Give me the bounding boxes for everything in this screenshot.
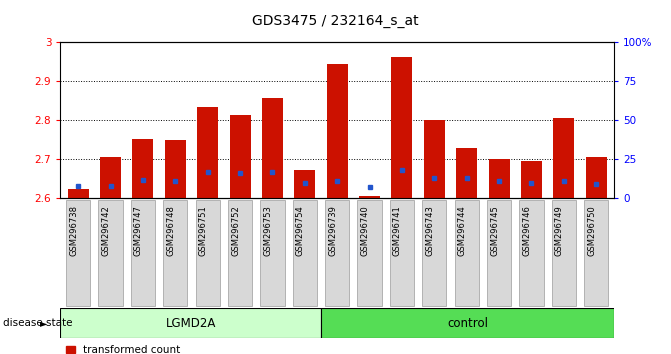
- Bar: [358, 200, 382, 306]
- Bar: [99, 200, 123, 306]
- Bar: [229, 115, 250, 198]
- Bar: [68, 189, 89, 198]
- Bar: [262, 98, 283, 198]
- Bar: [293, 200, 317, 306]
- Bar: [359, 195, 380, 198]
- Bar: [325, 200, 350, 306]
- Text: GSM296747: GSM296747: [134, 205, 143, 256]
- Bar: [165, 140, 186, 198]
- Text: GSM296749: GSM296749: [555, 205, 564, 256]
- Bar: [519, 200, 544, 306]
- Bar: [295, 170, 315, 198]
- Bar: [327, 64, 348, 198]
- Bar: [586, 157, 607, 198]
- Text: GSM296741: GSM296741: [393, 205, 402, 256]
- Text: GSM296753: GSM296753: [264, 205, 272, 256]
- Text: GSM296738: GSM296738: [69, 205, 79, 256]
- Bar: [488, 159, 509, 198]
- Text: GSM296754: GSM296754: [296, 205, 305, 256]
- Bar: [197, 107, 218, 198]
- Bar: [424, 120, 445, 198]
- Text: GSM296745: GSM296745: [490, 205, 499, 256]
- Text: GSM296751: GSM296751: [199, 205, 208, 256]
- Bar: [456, 148, 477, 198]
- Text: GSM296743: GSM296743: [425, 205, 434, 256]
- Bar: [100, 156, 121, 198]
- Bar: [228, 200, 252, 306]
- Text: LGMD2A: LGMD2A: [166, 316, 216, 330]
- Text: GSM296740: GSM296740: [360, 205, 370, 256]
- Legend: transformed count, percentile rank within the sample: transformed count, percentile rank withi…: [66, 345, 259, 354]
- Text: GSM296744: GSM296744: [458, 205, 466, 256]
- Bar: [552, 200, 576, 306]
- Bar: [391, 57, 413, 198]
- Text: control: control: [447, 316, 488, 330]
- Bar: [422, 200, 446, 306]
- Bar: [260, 200, 285, 306]
- Bar: [60, 308, 321, 338]
- Text: GSM296752: GSM296752: [231, 205, 240, 256]
- Text: GSM296742: GSM296742: [101, 205, 111, 256]
- Bar: [454, 200, 479, 306]
- Bar: [487, 200, 511, 306]
- Bar: [66, 200, 91, 306]
- Bar: [390, 200, 414, 306]
- Text: GSM296748: GSM296748: [166, 205, 175, 256]
- Bar: [163, 200, 187, 306]
- Bar: [584, 200, 609, 306]
- Text: GDS3475 / 232164_s_at: GDS3475 / 232164_s_at: [252, 14, 419, 28]
- Text: GSM296739: GSM296739: [328, 205, 338, 256]
- Text: disease state: disease state: [3, 318, 73, 328]
- Text: ►: ►: [40, 318, 48, 328]
- Text: GSM296746: GSM296746: [523, 205, 531, 256]
- Bar: [521, 161, 542, 198]
- Bar: [131, 200, 155, 306]
- Bar: [321, 308, 614, 338]
- Bar: [554, 118, 574, 198]
- Bar: [132, 139, 154, 198]
- Bar: [195, 200, 220, 306]
- Text: GSM296750: GSM296750: [587, 205, 596, 256]
